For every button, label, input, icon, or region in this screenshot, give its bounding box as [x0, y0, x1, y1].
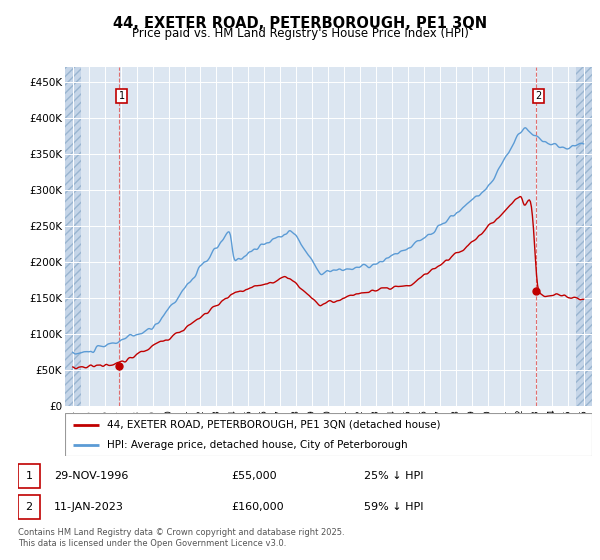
Text: 11-JAN-2023: 11-JAN-2023 [54, 502, 124, 512]
Text: 1: 1 [119, 91, 125, 101]
Text: 2: 2 [535, 91, 542, 101]
Text: 44, EXETER ROAD, PETERBOROUGH, PE1 3QN (detached house): 44, EXETER ROAD, PETERBOROUGH, PE1 3QN (… [107, 420, 440, 430]
Text: 2: 2 [25, 502, 32, 512]
Bar [575, 67, 592, 406]
Text: 25% ↓ HPI: 25% ↓ HPI [364, 471, 423, 481]
Bar [18, 464, 40, 488]
Text: 1: 1 [25, 471, 32, 481]
Text: HPI: Average price, detached house, City of Peterborough: HPI: Average price, detached house, City… [107, 440, 407, 450]
Text: 59% ↓ HPI: 59% ↓ HPI [364, 502, 423, 512]
Bar [65, 67, 81, 406]
Text: £55,000: £55,000 [231, 471, 277, 481]
Text: £160,000: £160,000 [231, 502, 284, 512]
Text: Contains HM Land Registry data © Crown copyright and database right 2025.
This d: Contains HM Land Registry data © Crown c… [18, 528, 344, 548]
Text: Price paid vs. HM Land Registry's House Price Index (HPI): Price paid vs. HM Land Registry's House … [131, 27, 469, 40]
Text: 44, EXETER ROAD, PETERBOROUGH, PE1 3QN: 44, EXETER ROAD, PETERBOROUGH, PE1 3QN [113, 16, 487, 31]
Text: 29-NOV-1996: 29-NOV-1996 [54, 471, 128, 481]
Bar [18, 495, 40, 519]
